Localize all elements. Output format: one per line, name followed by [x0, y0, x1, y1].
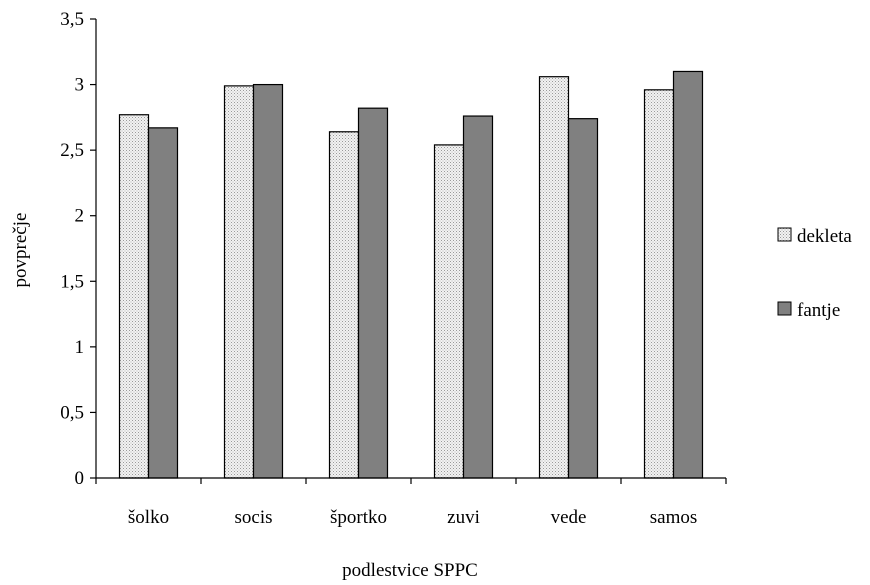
- x-axis: šolko socis športko zuvi vede samos: [95, 477, 727, 528]
- bar-dekleta-5: [538, 76, 570, 479]
- y-tick-label: 2: [75, 206, 85, 227]
- bar-dekleta-3: [328, 131, 360, 479]
- x-tick-label: vede: [551, 507, 587, 528]
- y-axis-title: povprečje: [10, 213, 31, 288]
- bar-fantje-5: [567, 118, 599, 479]
- x-tick-label: socis: [235, 507, 273, 528]
- legend-swatch-dekleta: [777, 227, 792, 242]
- x-axis-title: podlestvice SPPC: [342, 560, 478, 581]
- y-tick-label: 2,5: [60, 140, 84, 161]
- bar-dekleta-2: [223, 85, 255, 479]
- bar-dekleta-6: [643, 89, 675, 479]
- bar-dekleta-4: [433, 144, 465, 479]
- y-tick-label: 0,5: [60, 402, 84, 423]
- x-tick-label: samos: [650, 507, 698, 528]
- legend-label-dekleta: dekleta: [797, 226, 852, 247]
- legend-label-fantje: fantje: [797, 300, 840, 321]
- y-tick-label: 1,5: [60, 271, 84, 292]
- y-tick-label: 0: [75, 468, 85, 489]
- y-tick-label: 3,5: [60, 9, 84, 30]
- legend: dekleta fantje: [777, 226, 852, 321]
- y-tick-label: 1: [75, 337, 85, 358]
- x-tick-label: šolko: [128, 507, 169, 528]
- x-tick-label: športko: [330, 507, 387, 528]
- bar-fantje-4: [462, 115, 494, 479]
- bar-fantje-6: [672, 70, 704, 479]
- bar-fantje-2: [252, 83, 284, 479]
- bar-fantje-1: [147, 127, 179, 479]
- plot-area: [118, 70, 704, 479]
- y-axis: 0 0,5 1 1,5 2 2,5 3 3,5: [60, 9, 97, 489]
- y-tick-label: 3: [75, 75, 85, 96]
- legend-swatch-fantje: [777, 301, 792, 316]
- bar-fantje-3: [357, 107, 389, 479]
- bar-dekleta-1: [118, 114, 150, 479]
- x-tick-label: zuvi: [447, 507, 480, 528]
